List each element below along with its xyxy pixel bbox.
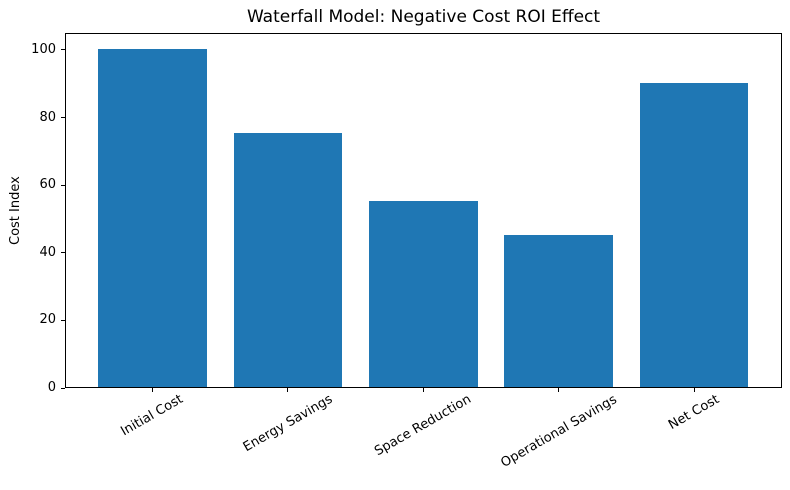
x-tick-label-space-reduction: Space Reduction xyxy=(372,392,475,460)
y-tick-label: 0 xyxy=(47,380,56,395)
plot-area xyxy=(65,33,782,388)
x-tick-mark xyxy=(558,388,560,392)
x-tick-label-operational-savings: Operational Savings xyxy=(498,391,620,471)
bar-energy-savings xyxy=(233,133,343,387)
bar-initial-cost xyxy=(98,48,207,387)
y-tick-label: 80 xyxy=(39,109,56,125)
y-tick-label: 20 xyxy=(39,312,56,328)
x-tick-label-initial-cost: Initial Cost xyxy=(118,392,187,440)
y-tick-mark xyxy=(61,117,65,119)
y-tick-label: 60 xyxy=(39,177,56,193)
x-tick-mark xyxy=(151,388,153,392)
x-tick-label-energy-savings: Energy Savings xyxy=(240,391,336,456)
y-tick-mark xyxy=(61,252,65,254)
bar-net-cost xyxy=(639,82,749,387)
y-tick-mark xyxy=(61,49,65,51)
x-tick-label-net-cost: Net Cost xyxy=(666,392,723,433)
y-axis-label: Cost Index xyxy=(8,176,23,245)
y-tick-mark xyxy=(61,184,65,186)
x-tick-mark xyxy=(422,388,424,392)
y-tick-label: 40 xyxy=(39,244,56,260)
bar-operational-savings xyxy=(504,234,613,387)
y-tick-mark xyxy=(61,387,65,389)
bar-space-reduction xyxy=(369,201,478,387)
x-tick-mark xyxy=(693,388,695,392)
y-tick-label: 100 xyxy=(31,41,56,57)
y-tick-mark xyxy=(61,319,65,321)
x-tick-mark xyxy=(287,388,289,392)
chart-title: Waterfall Model: Negative Cost ROI Effec… xyxy=(246,7,601,27)
